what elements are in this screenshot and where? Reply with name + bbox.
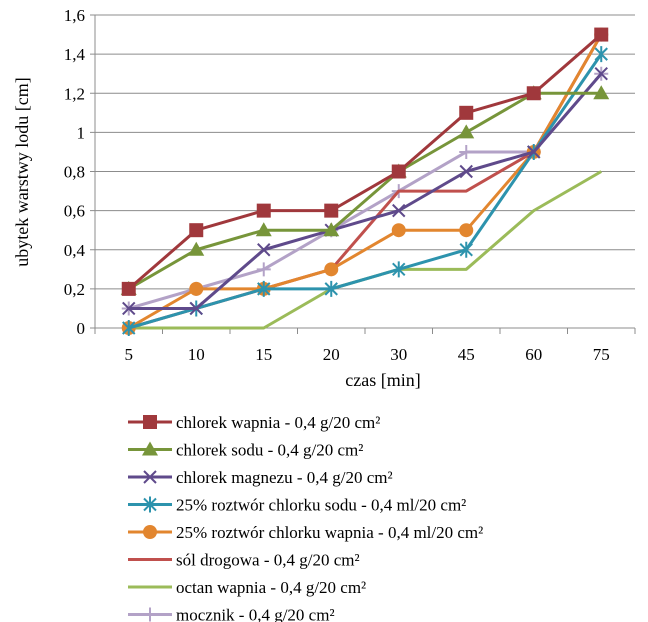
data-point (189, 223, 204, 238)
data-point (594, 46, 608, 63)
legend-label: 25% roztwór chlorku wapnia - 0,4 ml/20 c… (176, 523, 483, 542)
y-tick-label: 1,4 (64, 45, 86, 64)
data-point (458, 124, 475, 139)
data-point (324, 203, 339, 218)
y-tick-label: 1,6 (64, 6, 85, 25)
data-point (594, 27, 609, 42)
x-tick-label: 60 (525, 345, 542, 364)
x-tick-label: 75 (593, 345, 610, 364)
data-point (459, 144, 474, 159)
x-axis-ticks: 5 10 15 20 30 45 60 75 (94, 328, 636, 364)
data-point (391, 223, 406, 238)
data-point (593, 85, 610, 100)
x-tick-label: 10 (188, 345, 205, 364)
data-point (189, 301, 203, 316)
legend-label: chlorek sodu - 0,4 g/20 cm² (176, 441, 363, 460)
legend-marker (143, 607, 157, 622)
y-tick-label: 1 (77, 123, 86, 142)
x-axis-title: czas [min] (345, 370, 420, 390)
series-4 (122, 46, 608, 336)
x-tick-label: 5 (125, 345, 134, 364)
series-line (127, 33, 603, 291)
x-tick-label: 20 (323, 345, 340, 364)
series-1 (121, 27, 609, 296)
legend-label: chlorek magnezu - 0,4 g/20 cm² (176, 468, 393, 487)
legend-item: mocznik - 0,4 g/20 cm² (128, 606, 335, 622)
series-line (127, 33, 603, 330)
data-point (594, 66, 608, 81)
series-lines (120, 27, 610, 336)
legend-marker (143, 496, 157, 513)
y-tick-label: 0,6 (64, 202, 85, 221)
data-point (122, 301, 136, 316)
data-point (324, 280, 338, 297)
y-axis-ticks: 0 0,2 0,4 0,6 0,8 1 1,2 1,4 1,6 (64, 6, 95, 338)
data-point (256, 203, 271, 218)
data-point (459, 241, 473, 258)
series-line (128, 53, 603, 330)
legend-marker (142, 441, 158, 456)
legend-label: sól drogowa - 0,4 g/20 cm² (176, 551, 360, 570)
y-tick-label: 0 (77, 319, 86, 338)
y-tick-label: 0,8 (64, 163, 85, 182)
legend-marker (143, 525, 157, 539)
legend-item: chlorek wapnia - 0,4 g/20 cm² (128, 413, 380, 432)
data-point (391, 164, 406, 179)
y-axis-title: ubytek warstwy lodu [cm] (12, 77, 32, 266)
legend-marker (143, 415, 157, 429)
data-point (257, 280, 271, 297)
legend-item: 25% roztwór chlorku wapnia - 0,4 ml/20 c… (128, 523, 483, 542)
data-point (324, 262, 339, 277)
data-point (188, 241, 205, 256)
series-line (128, 72, 603, 310)
data-point (392, 203, 406, 218)
legend-label: octan wapnia - 0,4 g/20 cm² (176, 578, 366, 597)
data-point (256, 262, 271, 277)
data-point (122, 320, 136, 336)
legend-item: octan wapnia - 0,4 g/20 cm² (128, 578, 366, 597)
legend-label: chlorek wapnia - 0,4 g/20 cm² (176, 413, 380, 432)
data-point (323, 222, 340, 237)
legend-marker (143, 470, 157, 484)
data-point (459, 105, 474, 120)
x-tick-label: 15 (255, 345, 272, 364)
series-line (128, 72, 603, 310)
data-point (526, 86, 541, 101)
data-point (257, 243, 271, 257)
x-tick-label: 45 (458, 345, 475, 364)
data-point (527, 145, 541, 159)
x-tick-label: 30 (390, 345, 407, 364)
y-tick-label: 0,4 (64, 241, 86, 260)
data-point (189, 281, 204, 296)
data-point (121, 281, 136, 296)
legend-label: 25% roztwór chlorku sodu - 0,4 ml/20 cm² (176, 496, 466, 515)
data-point (392, 261, 406, 278)
y-tick-label: 1,2 (64, 84, 85, 103)
series-line (127, 91, 602, 291)
legend-item: sól drogowa - 0,4 g/20 cm² (128, 551, 360, 570)
data-point (459, 223, 474, 238)
legend-item: chlorek magnezu - 0,4 g/20 cm² (128, 468, 393, 487)
legend-item: 25% roztwór chlorku sodu - 0,4 ml/20 cm² (128, 496, 466, 515)
legend-item: chlorek sodu - 0,4 g/20 cm² (128, 441, 363, 460)
y-tick-label: 0,2 (64, 280, 85, 299)
legend-label: mocznik - 0,4 g/20 cm² (176, 606, 335, 622)
data-point (459, 164, 473, 179)
legend: chlorek wapnia - 0,4 g/20 cm² chlorek sod… (128, 413, 483, 622)
data-point (255, 222, 272, 237)
